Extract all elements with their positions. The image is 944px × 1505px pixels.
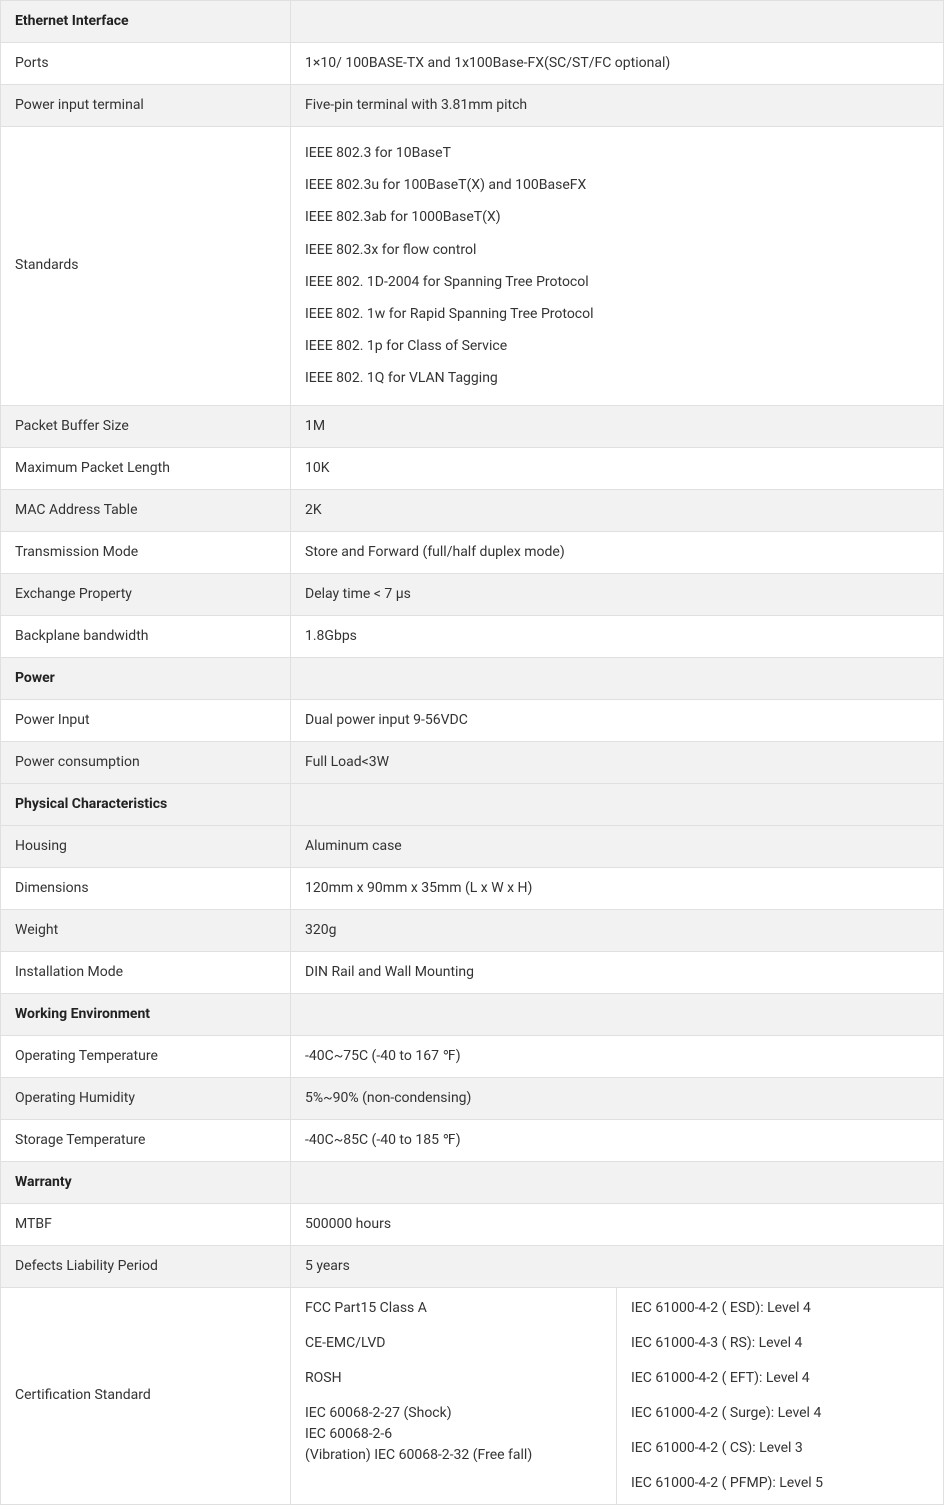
row-value-exchange: Delay time < 7 μs	[291, 573, 944, 615]
row-label-packet-buffer: Packet Buffer Size	[1, 405, 291, 447]
row-value-mac-table: 2K	[291, 489, 944, 531]
row-label-op-temp: Operating Temperature	[1, 1035, 291, 1077]
row-value-weight: 320g	[291, 909, 944, 951]
row-value-packet-buffer: 1M	[291, 405, 944, 447]
cert-line: IEC 61000-4-2 ( ESD): Level 4	[631, 1298, 929, 1319]
standards-line: IEEE 802.3u for 100BaseT(X) and 100BaseF…	[305, 169, 929, 201]
section-header-ethernet: Ethernet Interface	[1, 1, 291, 43]
section-header-power: Power	[1, 657, 291, 699]
row-label-mac-table: MAC Address Table	[1, 489, 291, 531]
section-header-physical: Physical Characteristics	[1, 783, 291, 825]
section-header-warranty: Warranty	[1, 1161, 291, 1203]
standards-line: IEEE 802. 1w for Rapid Spanning Tree Pro…	[305, 298, 929, 330]
row-label-storage-temp: Storage Temperature	[1, 1119, 291, 1161]
cert-line: IEC 61000-4-2 ( PFMP): Level 5	[631, 1473, 929, 1494]
row-value-power-terminal: Five-pin terminal with 3.81mm pitch	[291, 85, 944, 127]
row-value-defects: 5 years	[291, 1245, 944, 1287]
row-label-op-humidity: Operating Humidity	[1, 1077, 291, 1119]
spec-table: Ethernet Interface Ports 1×10/ 100BASE-T…	[0, 0, 944, 1505]
row-label-weight: Weight	[1, 909, 291, 951]
row-value-certification: FCC Part15 Class A CE-EMC/LVD ROSH IEC 6…	[291, 1287, 944, 1504]
row-label-ports: Ports	[1, 43, 291, 85]
row-label-max-packet: Maximum Packet Length	[1, 447, 291, 489]
row-value-transmission: Store and Forward (full/half duplex mode…	[291, 531, 944, 573]
row-label-mtbf: MTBF	[1, 1203, 291, 1245]
row-value-mtbf: 500000 hours	[291, 1203, 944, 1245]
cert-line: IEC 61000-4-2 ( EFT): Level 4	[631, 1368, 929, 1389]
row-value-power-consumption: Full Load<3W	[291, 741, 944, 783]
section-header-environment: Working Environment	[1, 993, 291, 1035]
row-value-max-packet: 10K	[291, 447, 944, 489]
standards-lines: IEEE 802.3 for 10BaseT IEEE 802.3u for 1…	[305, 137, 929, 395]
row-label-power-input: Power Input	[1, 699, 291, 741]
row-value-ports: 1×10/ 100BASE-TX and 1x100Base-FX(SC/ST/…	[291, 43, 944, 85]
standards-line: IEEE 802. 1Q for VLAN Tagging	[305, 362, 929, 394]
section-header-blank	[291, 1, 944, 43]
cert-line: IEC 60068-2-27 (Shock) IEC 60068-2-6 (Vi…	[305, 1403, 602, 1466]
row-value-installation: DIN Rail and Wall Mounting	[291, 951, 944, 993]
standards-line: IEEE 802.3x for flow control	[305, 234, 929, 266]
row-value-storage-temp: -40C~85C (-40 to 185 ℉)	[291, 1119, 944, 1161]
row-value-op-temp: -40C~75C (-40 to 167 ℉)	[291, 1035, 944, 1077]
cert-line: FCC Part15 Class A	[305, 1298, 602, 1319]
certification-col1: FCC Part15 Class A CE-EMC/LVD ROSH IEC 6…	[291, 1288, 617, 1504]
row-value-dimensions: 120mm x 90mm x 35mm (L x W x H)	[291, 867, 944, 909]
row-value-power-input: Dual power input 9-56VDC	[291, 699, 944, 741]
section-header-blank	[291, 1161, 944, 1203]
row-value-housing: Aluminum case	[291, 825, 944, 867]
section-header-blank	[291, 783, 944, 825]
row-label-exchange: Exchange Property	[1, 573, 291, 615]
cert-line: ROSH	[305, 1368, 602, 1389]
cert-line: IEC 61000-4-2 ( CS): Level 3	[631, 1438, 929, 1459]
section-header-blank	[291, 993, 944, 1035]
cert-line: IEC 61000-4-3 ( RS): Level 4	[631, 1333, 929, 1354]
row-label-installation: Installation Mode	[1, 951, 291, 993]
section-header-blank	[291, 657, 944, 699]
standards-line: IEEE 802.3 for 10BaseT	[305, 137, 929, 169]
row-label-defects: Defects Liability Period	[1, 1245, 291, 1287]
row-label-dimensions: Dimensions	[1, 867, 291, 909]
standards-line: IEEE 802. 1D-2004 for Spanning Tree Prot…	[305, 266, 929, 298]
row-label-housing: Housing	[1, 825, 291, 867]
row-label-certification: Certification Standard	[1, 1287, 291, 1504]
row-label-transmission: Transmission Mode	[1, 531, 291, 573]
cert-line: IEC 61000-4-2 ( Surge): Level 4	[631, 1403, 929, 1424]
row-value-standards: IEEE 802.3 for 10BaseT IEEE 802.3u for 1…	[291, 127, 944, 406]
standards-line: IEEE 802. 1p for Class of Service	[305, 330, 929, 362]
certification-col2: IEC 61000-4-2 ( ESD): Level 4 IEC 61000-…	[617, 1288, 943, 1504]
row-label-power-terminal: Power input terminal	[1, 85, 291, 127]
row-label-backplane: Backplane bandwidth	[1, 615, 291, 657]
standards-line: IEEE 802.3ab for 1000BaseT(X)	[305, 201, 929, 233]
row-value-op-humidity: 5%~90% (non-condensing)	[291, 1077, 944, 1119]
row-value-backplane: 1.8Gbps	[291, 615, 944, 657]
row-label-power-consumption: Power consumption	[1, 741, 291, 783]
cert-line: CE-EMC/LVD	[305, 1333, 602, 1354]
row-label-standards: Standards	[1, 127, 291, 406]
